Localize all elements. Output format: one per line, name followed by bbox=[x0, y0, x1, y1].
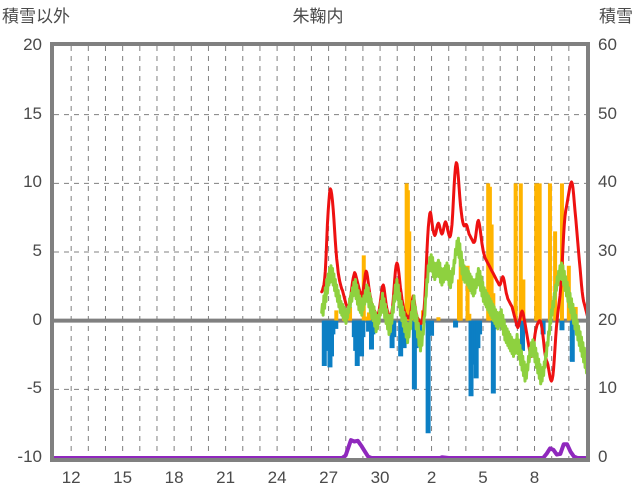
right-axis-title: 積雪 bbox=[599, 7, 633, 26]
y-right-tick: 10 bbox=[598, 378, 617, 398]
y-left-tick: 15 bbox=[23, 103, 42, 123]
y-right-tick: 20 bbox=[598, 309, 617, 329]
x-tick: 27 bbox=[319, 468, 339, 487]
plot-area bbox=[50, 42, 590, 462]
y-left-tick: -10 bbox=[17, 447, 42, 466]
x-tick: 5 bbox=[478, 468, 488, 487]
y-right-tick: 50 bbox=[598, 103, 617, 123]
y-right-tick: 0 bbox=[598, 447, 608, 466]
y-left-tick: 5 bbox=[32, 241, 42, 260]
y-right-tick: 40 bbox=[598, 172, 617, 192]
x-tick: 2 bbox=[426, 468, 437, 487]
y-left-tick: 10 bbox=[23, 172, 42, 192]
x-tick: 30 bbox=[370, 468, 390, 487]
x-tick: 8 bbox=[529, 468, 540, 487]
data-series bbox=[54, 161, 586, 458]
y-left-tick: 20 bbox=[23, 35, 42, 54]
x-tick: 21 bbox=[216, 468, 236, 487]
left-axis-title: 積雪以外 bbox=[2, 7, 70, 26]
x-tick: 24 bbox=[267, 468, 287, 487]
x-tick: 12 bbox=[61, 468, 81, 487]
plot-inner bbox=[54, 46, 586, 458]
y-left-tick: 0 bbox=[32, 309, 42, 329]
y-right-tick: 60 bbox=[598, 35, 617, 54]
y-right-tick: 30 bbox=[598, 241, 617, 260]
y-left-tick: -5 bbox=[26, 378, 42, 398]
chart-title: 朱鞠内 bbox=[292, 7, 344, 26]
x-tick: 18 bbox=[164, 468, 184, 487]
x-tick: 15 bbox=[113, 468, 133, 487]
